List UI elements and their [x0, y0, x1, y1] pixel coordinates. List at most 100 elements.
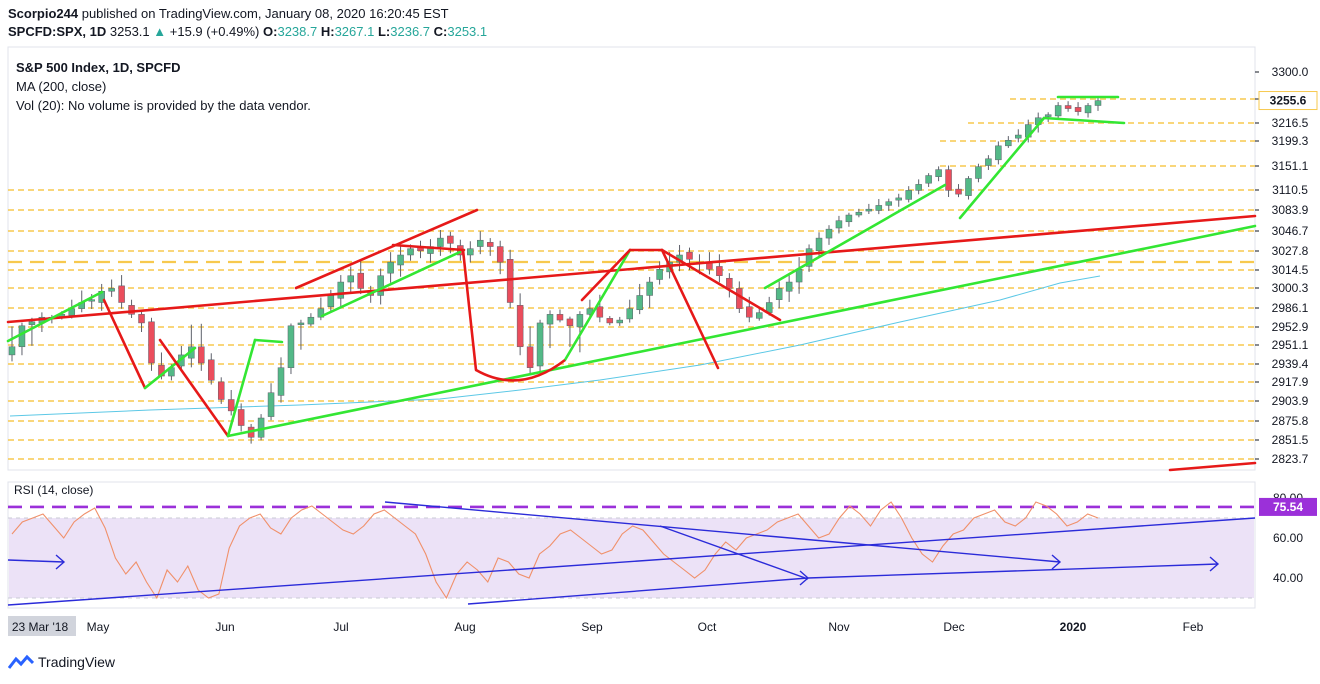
- publish-line: Scorpio244 published on TradingView.com,…: [8, 5, 487, 23]
- candle-down: [118, 285, 125, 303]
- candle-down: [746, 306, 753, 318]
- price-tick-mark: [1255, 458, 1259, 460]
- candle-up: [8, 346, 16, 356]
- rsi-band: [9, 518, 1254, 598]
- rsi-tick-label: 60.00: [1273, 531, 1303, 545]
- time-tick-label: 2020: [1060, 620, 1087, 634]
- quote-line: SPCFD:SPX, 1D 3253.1 ▲ +15.9 (+0.49%) O:…: [8, 23, 487, 41]
- red-trendline: [660, 248, 782, 322]
- candle-down: [686, 251, 693, 260]
- author-name[interactable]: Scorpio244: [8, 6, 79, 21]
- price-axis[interactable]: 3300.0 3255.6 3216.5 3199.3 3151.1 3110.5 3083…: [1255, 65, 1318, 466]
- green-trendline: [6, 290, 104, 343]
- candle-down: [1064, 105, 1072, 109]
- candle-down: [1074, 107, 1082, 112]
- price-tick-label: 2875.8: [1272, 414, 1309, 428]
- candle-up: [875, 205, 883, 211]
- candle-up: [935, 169, 942, 177]
- candle-up: [855, 211, 863, 216]
- candle-up: [965, 178, 972, 196]
- legend-ma: MA (200, close): [16, 79, 106, 94]
- candle-up: [347, 275, 355, 283]
- time-tick-label: Sep: [581, 620, 603, 634]
- price-tick-mark: [1255, 230, 1259, 232]
- price-tick-label: 3046.7: [1272, 224, 1309, 238]
- up-arrow-icon: ▲: [153, 24, 167, 39]
- candle-up: [835, 220, 843, 229]
- green-trendline: [958, 116, 1046, 220]
- arrow-head-icon: [55, 554, 66, 570]
- candle-down: [516, 305, 524, 348]
- symbol-label: SPCFD:SPX, 1D: [8, 24, 107, 39]
- ma200-curve: [9, 275, 1101, 417]
- red-trendline: [580, 248, 632, 302]
- candle-up: [317, 308, 325, 318]
- brand-name: TradingView: [38, 654, 116, 670]
- candle-up: [327, 295, 335, 307]
- candle-up: [755, 312, 763, 319]
- price-tick-label: 2951.1: [1272, 338, 1309, 352]
- candle-up: [775, 288, 783, 300]
- low-value: 3236.7: [390, 24, 431, 39]
- candle-up: [1005, 140, 1012, 147]
- price-change: +15.9 (+0.49%): [169, 24, 260, 39]
- price-tick-mark: [1255, 344, 1259, 346]
- candle-down: [208, 359, 215, 381]
- price-tick-label: 3151.1: [1272, 159, 1309, 173]
- last-price: 3253.1: [109, 24, 150, 39]
- red-trendline: [294, 208, 479, 290]
- candle-up: [865, 208, 873, 212]
- candle-up: [397, 254, 404, 266]
- candle-down: [128, 305, 135, 315]
- candle-up: [616, 319, 624, 324]
- price-tick-label: 2917.9: [1272, 375, 1309, 389]
- trendlines[interactable]: [6, 95, 1257, 472]
- time-axis[interactable]: 23 Mar '18 May Jun Jul Aug Sep Oct Nov Dec 2020 Fe…: [8, 616, 1204, 636]
- candle-up: [815, 237, 823, 252]
- candle-down: [716, 266, 723, 276]
- candle-up: [656, 269, 663, 280]
- candle-up: [546, 314, 554, 325]
- rsi-line: [11, 501, 1099, 600]
- price-tick-mark: [1255, 209, 1259, 211]
- candle-up: [18, 325, 26, 348]
- tradingview-logo[interactable]: TradingView: [8, 654, 115, 670]
- candle-up: [337, 281, 345, 299]
- green-trendline-long: [226, 224, 1257, 438]
- candle-up: [915, 184, 922, 191]
- candle-up: [267, 392, 275, 417]
- green-trendline: [143, 346, 197, 390]
- price-tick-mark: [1255, 307, 1259, 309]
- red-trendline: [660, 248, 720, 370]
- time-tick-label: Nov: [828, 620, 849, 634]
- candle-up: [297, 322, 305, 325]
- high-label: H:: [320, 24, 335, 39]
- candle-down: [447, 235, 454, 244]
- green-trendline: [253, 338, 284, 344]
- price-tick-label: 2903.9: [1272, 394, 1309, 408]
- candle-down: [148, 321, 155, 364]
- candle-up: [626, 308, 633, 320]
- price-tick-label: 3216.5: [1272, 116, 1309, 130]
- price-tick-mark: [1255, 420, 1259, 422]
- candle-up: [377, 275, 384, 296]
- candle-down: [556, 314, 564, 321]
- candle-up: [1015, 134, 1022, 139]
- green-trendline: [226, 338, 257, 438]
- red-trendline: [158, 338, 230, 438]
- candle-up: [467, 248, 474, 256]
- red-rounded-bottom: [475, 358, 566, 382]
- rsi-value-tag: 75.54: [1273, 500, 1303, 514]
- red-trendline: [1168, 461, 1257, 472]
- blue-trendline: [659, 525, 809, 580]
- high-value: 3267.1: [334, 24, 375, 39]
- price-tick-mark: [1255, 98, 1259, 100]
- time-tick-label: Jul: [333, 620, 348, 634]
- date-cursor-tag-bg: [8, 616, 76, 636]
- candle-up: [1054, 105, 1062, 117]
- blue-trendline: [384, 501, 1061, 563]
- green-trendline: [563, 248, 632, 362]
- legend-title: S&P 500 Index, 1D, SPCFD: [16, 60, 181, 75]
